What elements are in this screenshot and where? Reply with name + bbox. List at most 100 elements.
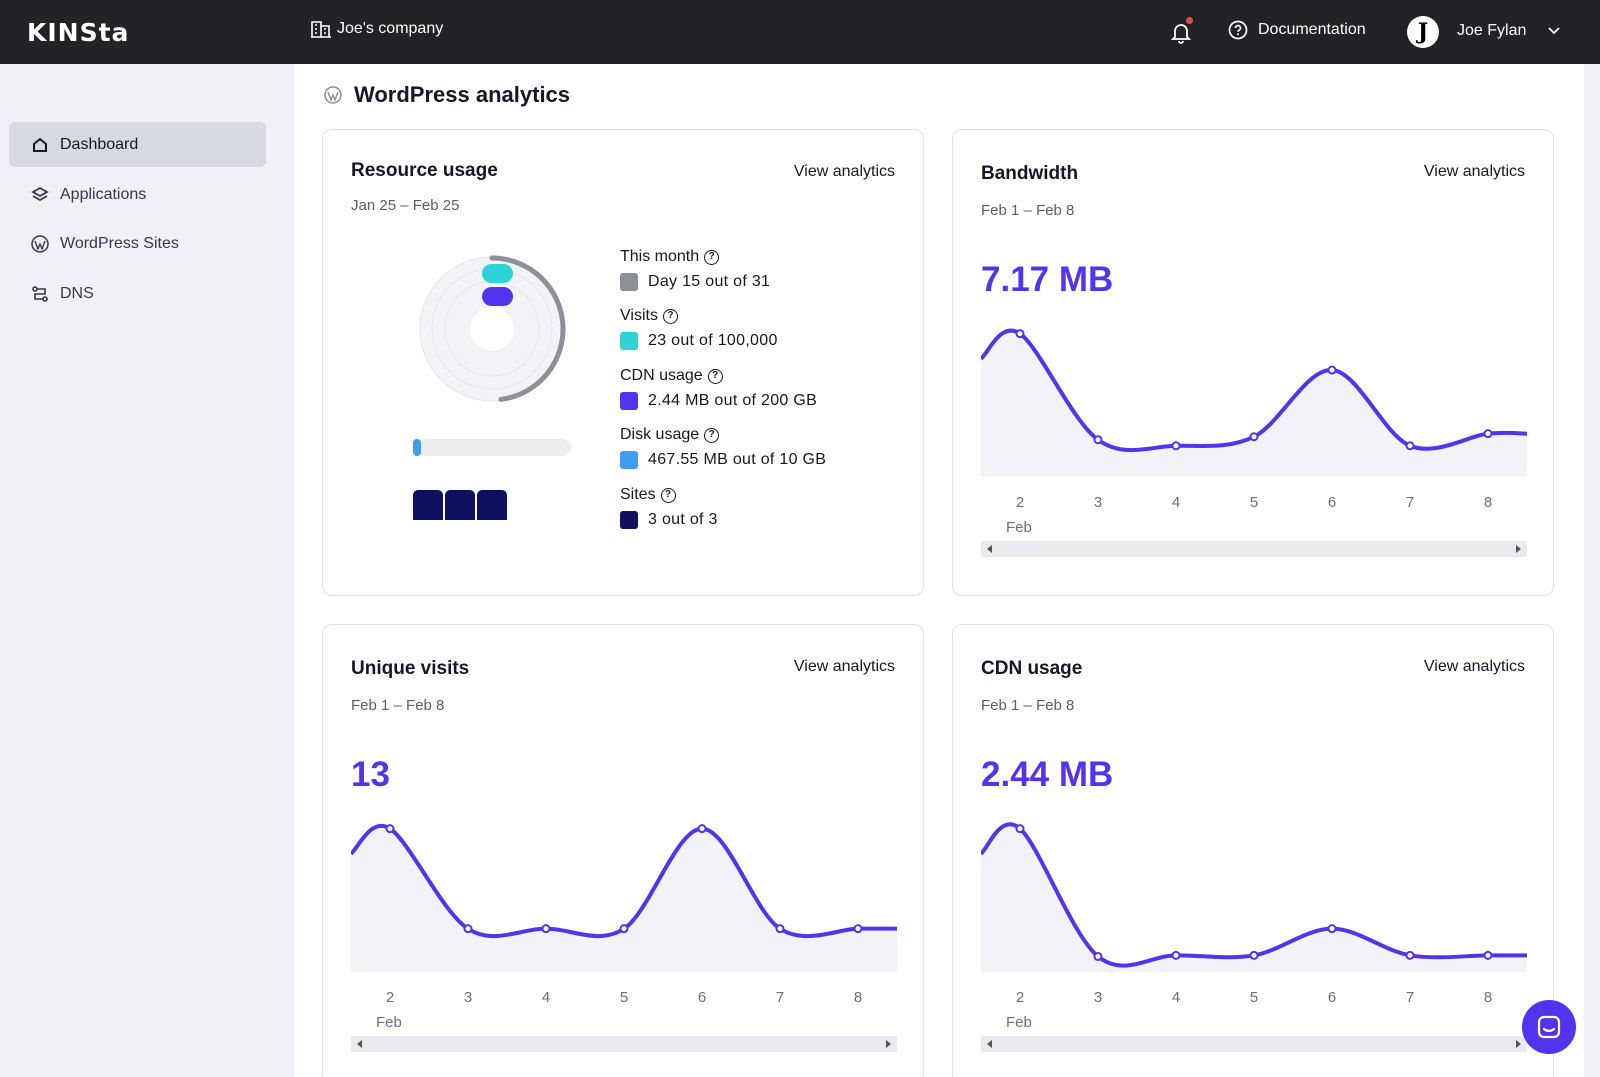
legend-value-this-month: Day 15 out of 31 — [620, 273, 770, 291]
legend-label-this-month: This month? — [620, 248, 720, 266]
sites-blocks — [413, 490, 507, 520]
usage-rings-chart — [419, 255, 566, 402]
visits-ring-marker — [482, 264, 513, 283]
resource-usage-card: Resource usage View analytics Jan 25 – F… — [322, 129, 924, 596]
building-icon — [311, 21, 331, 38]
page-title-text: WordPress analytics — [354, 82, 571, 107]
chart-data-point[interactable] — [1015, 824, 1025, 834]
legend-label-disk-usage: Disk usage? — [620, 426, 720, 444]
chart-scrollbar[interactable] — [351, 1036, 897, 1052]
layers-icon — [31, 186, 49, 201]
sidebar-item-label: WordPress Sites — [60, 234, 179, 252]
legend-label-text: CDN usage — [620, 367, 703, 384]
chart-data-point[interactable] — [1015, 329, 1025, 339]
legend-value-text: 2.44 MB out of 200 GB — [648, 392, 818, 409]
scroll-right-icon[interactable] — [1516, 545, 1521, 553]
help-circle-icon[interactable]: ? — [704, 249, 720, 265]
kinsta-logo[interactable]: KINSta — [27, 18, 130, 47]
user-name[interactable]: Joe Fylan — [1457, 22, 1527, 39]
chart-data-point[interactable] — [1249, 432, 1259, 442]
chart-data-point[interactable] — [697, 824, 707, 834]
company-switcher[interactable]: Joe's company — [311, 20, 443, 38]
chart-data-point[interactable] — [1483, 950, 1493, 960]
bell-icon[interactable] — [1170, 20, 1192, 44]
chart-scrollbar[interactable] — [981, 1036, 1527, 1052]
view-analytics-link[interactable]: View analytics — [793, 658, 895, 675]
legend-label-visits: Visits? — [620, 307, 678, 325]
view-analytics-link[interactable]: View analytics — [1423, 163, 1525, 180]
help-circle-icon — [1228, 20, 1248, 40]
legend-label-cdn-usage: CDN usage? — [620, 367, 723, 385]
chart-data-point[interactable] — [1249, 950, 1259, 960]
sidebar-item-applications[interactable]: Applications — [9, 172, 266, 217]
avatar[interactable]: J — [1407, 16, 1439, 48]
x-axis-tick-label: 5 — [1249, 989, 1259, 1006]
scroll-right-icon[interactable] — [1516, 1040, 1521, 1048]
scroll-left-icon[interactable] — [987, 1040, 992, 1048]
scroll-left-icon[interactable] — [357, 1040, 362, 1048]
chart-data-point[interactable] — [1093, 435, 1103, 445]
sidebar-item-label: DNS — [60, 284, 94, 302]
sidebar-item-dns[interactable]: DNS — [9, 271, 266, 316]
chart-data-point[interactable] — [1327, 365, 1337, 375]
cdn-total-value: 2.44 MB — [981, 755, 1114, 794]
chart-data-point[interactable] — [1171, 950, 1181, 960]
x-axis-tick-label: 3 — [1093, 494, 1103, 511]
chart-data-point[interactable] — [1327, 924, 1337, 934]
chart-data-point[interactable] — [385, 824, 395, 834]
date-range: Feb 1 – Feb 8 — [351, 697, 445, 714]
x-axis-month-label: Feb — [1006, 1014, 1032, 1031]
documentation-link[interactable]: Documentation — [1228, 20, 1366, 40]
chart-area-fill — [351, 825, 897, 972]
chart-data-point[interactable] — [1405, 441, 1415, 451]
company-name: Joe's company — [337, 20, 444, 37]
chart-data-point[interactable] — [1483, 429, 1493, 439]
chart-data-point[interactable] — [1405, 950, 1415, 960]
help-circle-icon[interactable]: ? — [707, 368, 723, 384]
card-title: Bandwidth — [981, 163, 1079, 184]
chart-data-point[interactable] — [775, 924, 785, 934]
x-axis-tick-label: 2 — [385, 989, 395, 1006]
x-axis-tick-label: 3 — [1093, 989, 1103, 1006]
site-block — [413, 490, 443, 520]
legend-value-text: 3 out of 3 — [648, 511, 718, 528]
card-title: Unique visits — [351, 658, 470, 679]
chart-data-point[interactable] — [1093, 951, 1103, 961]
date-range: Jan 25 – Feb 25 — [351, 197, 460, 214]
x-axis-tick-label: 4 — [1171, 494, 1181, 511]
x-axis-month-label: Feb — [376, 1014, 402, 1031]
x-axis-tick-label: 3 — [463, 989, 473, 1006]
x-axis-tick-label: 2 — [1015, 989, 1025, 1006]
cdn-ring-marker — [482, 287, 513, 306]
legend-value-disk-usage: 467.55 MB out of 10 GB — [620, 451, 826, 469]
chart-data-point[interactable] — [853, 924, 863, 934]
legend-value-visits: 23 out of 100,000 — [620, 332, 778, 350]
card-title: Resource usage — [351, 160, 498, 181]
legend-label-text: Sites — [620, 486, 656, 503]
chevron-down-icon[interactable] — [1548, 26, 1560, 36]
top-bar: KINSta Joe's company Documentation J Joe… — [0, 0, 1600, 64]
help-circle-icon[interactable]: ? — [704, 427, 720, 443]
chat-button[interactable] — [1522, 1000, 1576, 1054]
x-axis-tick-label: 6 — [697, 989, 707, 1006]
chart-data-point[interactable] — [619, 924, 629, 934]
view-analytics-link[interactable]: View analytics — [793, 163, 895, 180]
sidebar-item-dashboard[interactable]: Dashboard — [9, 122, 266, 167]
help-circle-icon[interactable]: ? — [662, 308, 678, 324]
x-axis-tick-label: 8 — [1483, 494, 1493, 511]
view-analytics-link[interactable]: View analytics — [1423, 658, 1525, 675]
x-axis-tick-label: 7 — [1405, 494, 1415, 511]
x-axis-tick-label: 6 — [1327, 494, 1337, 511]
scroll-right-icon[interactable] — [886, 1040, 891, 1048]
chart-area-fill — [981, 330, 1527, 477]
help-circle-icon[interactable]: ? — [660, 487, 676, 503]
wordpress-icon — [324, 86, 342, 104]
chart-data-point[interactable] — [541, 924, 551, 934]
chart-data-point[interactable] — [1171, 441, 1181, 451]
chart-data-point[interactable] — [463, 924, 473, 934]
sidebar-item-wordpress-sites[interactable]: WordPress Sites — [9, 221, 266, 266]
scroll-left-icon[interactable] — [987, 545, 992, 553]
legend-swatch — [620, 392, 638, 410]
chart-scrollbar[interactable] — [981, 541, 1527, 557]
x-axis-tick-label: 8 — [1483, 989, 1493, 1006]
